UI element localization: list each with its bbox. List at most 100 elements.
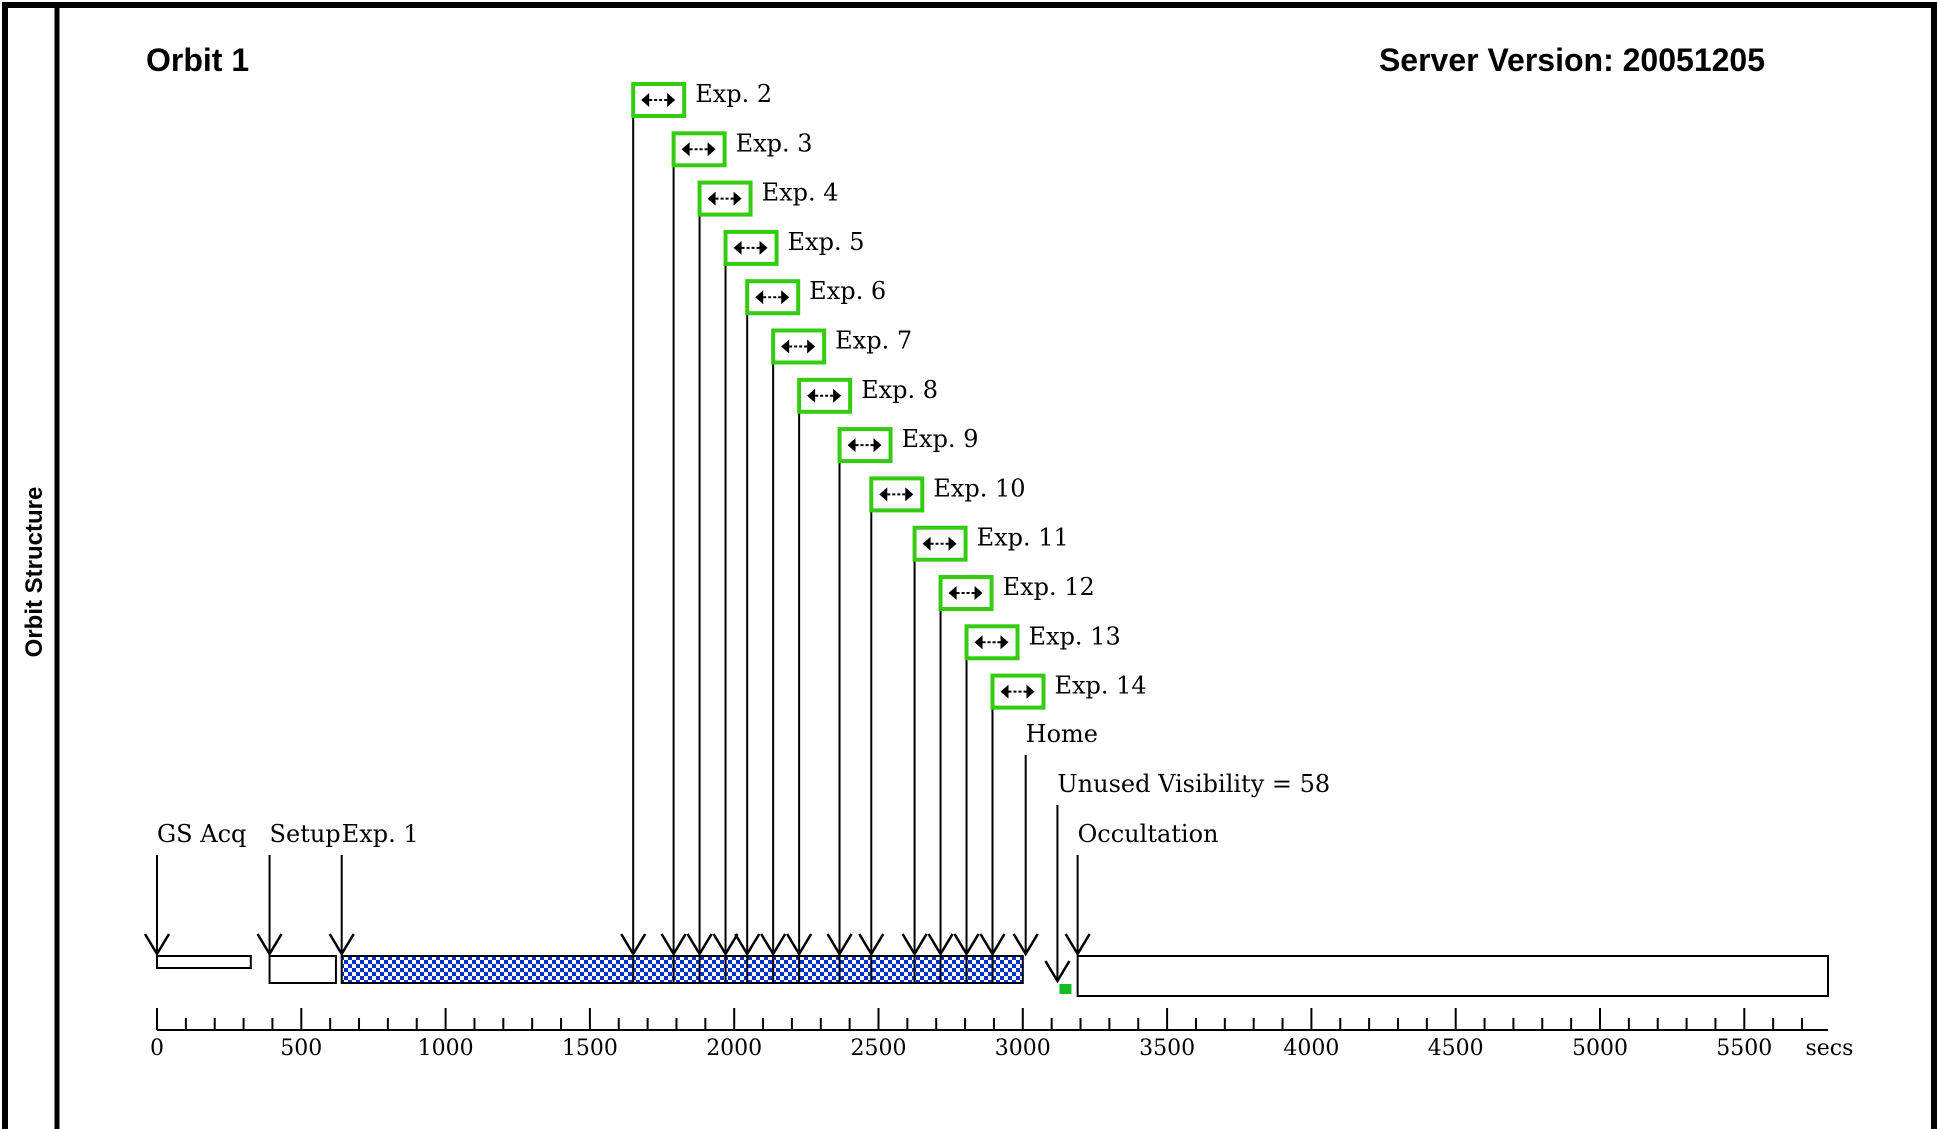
exposure-label: Exp. 2: [695, 80, 772, 108]
icon-right-head: [833, 388, 842, 403]
exposure-label: Exp. 7: [835, 327, 912, 355]
double-arrow-icon: [707, 191, 742, 206]
unused-visibility-label: Unused Visibility = 58: [1057, 770, 1330, 798]
exposure-icon-box: [697, 180, 753, 217]
exposure-label: Exp. 12: [1003, 573, 1095, 601]
exposure-marker-2-arrowhead: [620, 933, 647, 957]
icon-right-head: [905, 487, 914, 502]
axis-tick-label: 3500: [1139, 1036, 1195, 1061]
double-arrow-icon: [1000, 684, 1035, 699]
exposure-marker-4-arrowhead: [686, 933, 713, 957]
unused-marker-arrowhead: [1044, 960, 1071, 984]
double-arrow-icon: [948, 586, 983, 600]
icon-left-head: [879, 487, 888, 502]
axis-tick-label: 5500: [1716, 1036, 1772, 1061]
exposure-label: Exp. 11: [977, 524, 1069, 552]
bottom-label: Setup: [270, 820, 341, 848]
icon-right-head: [974, 586, 983, 600]
exposure-marker-6-arrowhead: [734, 933, 761, 957]
exposure-icon-box: [723, 229, 779, 266]
exposure-icon-box: [671, 131, 727, 168]
exposure-marker-3-arrowhead: [660, 933, 687, 957]
icon-right-head: [733, 191, 742, 206]
gs-acq-bar: [156, 955, 252, 969]
exposure-label: Exp. 4: [762, 179, 839, 207]
double-arrow-icon: [807, 388, 842, 403]
icon-right-head: [807, 339, 816, 354]
icon-right-head: [759, 240, 768, 255]
icon-right-head: [1026, 684, 1035, 699]
exposure-icon-box: [938, 575, 994, 611]
double-arrow-icon: [733, 240, 768, 255]
exposure-icon-box: [771, 328, 827, 365]
exposure-icon-box: [869, 476, 925, 513]
icon-left-head: [1000, 684, 1009, 699]
icon-left-head: [974, 635, 983, 650]
home-marker-arrowhead: [1012, 933, 1039, 957]
axis-tick-label: 1500: [562, 1036, 618, 1061]
double-arrow-icon: [755, 290, 790, 305]
icon-left-head: [922, 536, 931, 551]
axis-tick-label: 500: [280, 1036, 322, 1061]
occultation-bar: [1076, 955, 1829, 997]
exposure-marker-13-arrowhead: [953, 933, 980, 957]
marker-1-arrowhead: [256, 933, 283, 957]
exposure-icon-box: [745, 279, 801, 316]
exposure-icon-box: [912, 525, 968, 562]
double-arrow-icon: [879, 487, 914, 502]
exposure-label: Exp. 6: [809, 277, 886, 305]
icon-right-head: [873, 438, 882, 453]
icon-left-head: [781, 339, 790, 354]
axis-unit-label: secs: [1805, 1036, 1853, 1061]
page-title: Orbit 1: [146, 42, 249, 78]
exposure-marker-5-arrowhead: [712, 933, 739, 957]
timeline-bars: [156, 955, 1829, 997]
exposure-label: Exp. 5: [788, 228, 865, 256]
exposure-label: Exp. 8: [861, 376, 938, 404]
exposure-icon-box: [964, 624, 1020, 661]
axis-tick-label: 4000: [1283, 1036, 1339, 1061]
axis-tick-label: 0: [150, 1036, 164, 1061]
marker-2-arrowhead: [328, 933, 355, 957]
icon-left-head: [847, 438, 856, 453]
axis-tick-label: 4500: [1428, 1036, 1484, 1061]
bottom-label: Occultation: [1078, 820, 1219, 848]
exposure-marker-9-arrowhead: [826, 933, 853, 957]
axis-tick-label: 5000: [1572, 1036, 1628, 1061]
unused-visibility-block: [1059, 984, 1072, 994]
icon-left-head: [755, 290, 764, 305]
exposure-icon-box: [990, 673, 1046, 710]
exposure-icon-box: [837, 427, 893, 464]
exposure-marker-7-arrowhead: [760, 933, 787, 957]
icon-left-head: [948, 586, 957, 600]
icon-left-head: [681, 142, 690, 157]
setup-bar: [268, 955, 337, 984]
time-axis: 0 500 1000 1500 2000 2500 3000 3500 4000 4500 5000…: [150, 1008, 1853, 1061]
marker-3-arrowhead: [1064, 933, 1091, 957]
exposure-bar: [340, 955, 1024, 984]
exposure-marker-14-arrowhead: [979, 933, 1006, 957]
double-arrow-icon: [781, 339, 816, 354]
exposure-marker-11-arrowhead: [901, 933, 928, 957]
event-markers: GS Acq Setup Exp. 1 Occultation Home Unused V…: [143, 80, 1330, 984]
icon-right-head: [948, 536, 957, 551]
exposure-label: Exp. 9: [902, 425, 979, 453]
exposure-label: Exp. 14: [1054, 672, 1146, 700]
exposure-label: Exp. 10: [933, 474, 1025, 502]
axis-tick-label: 1000: [418, 1036, 474, 1061]
icon-left-head: [641, 93, 650, 107]
exposure-label: Exp. 3: [736, 129, 813, 157]
icon-left-head: [733, 240, 742, 255]
bottom-label: Exp. 1: [342, 820, 419, 848]
home-label: Home: [1026, 720, 1098, 748]
double-arrow-icon: [922, 536, 957, 551]
axis-tick-label: 3000: [995, 1036, 1051, 1061]
icon-left-head: [707, 191, 716, 206]
double-arrow-icon: [847, 438, 882, 453]
exposure-marker-12-arrowhead: [927, 933, 954, 957]
axis-tick-label: 2000: [706, 1036, 762, 1061]
bottom-label: GS Acq: [157, 820, 246, 848]
icon-right-head: [781, 290, 790, 305]
exposure-label: Exp. 13: [1029, 622, 1121, 650]
